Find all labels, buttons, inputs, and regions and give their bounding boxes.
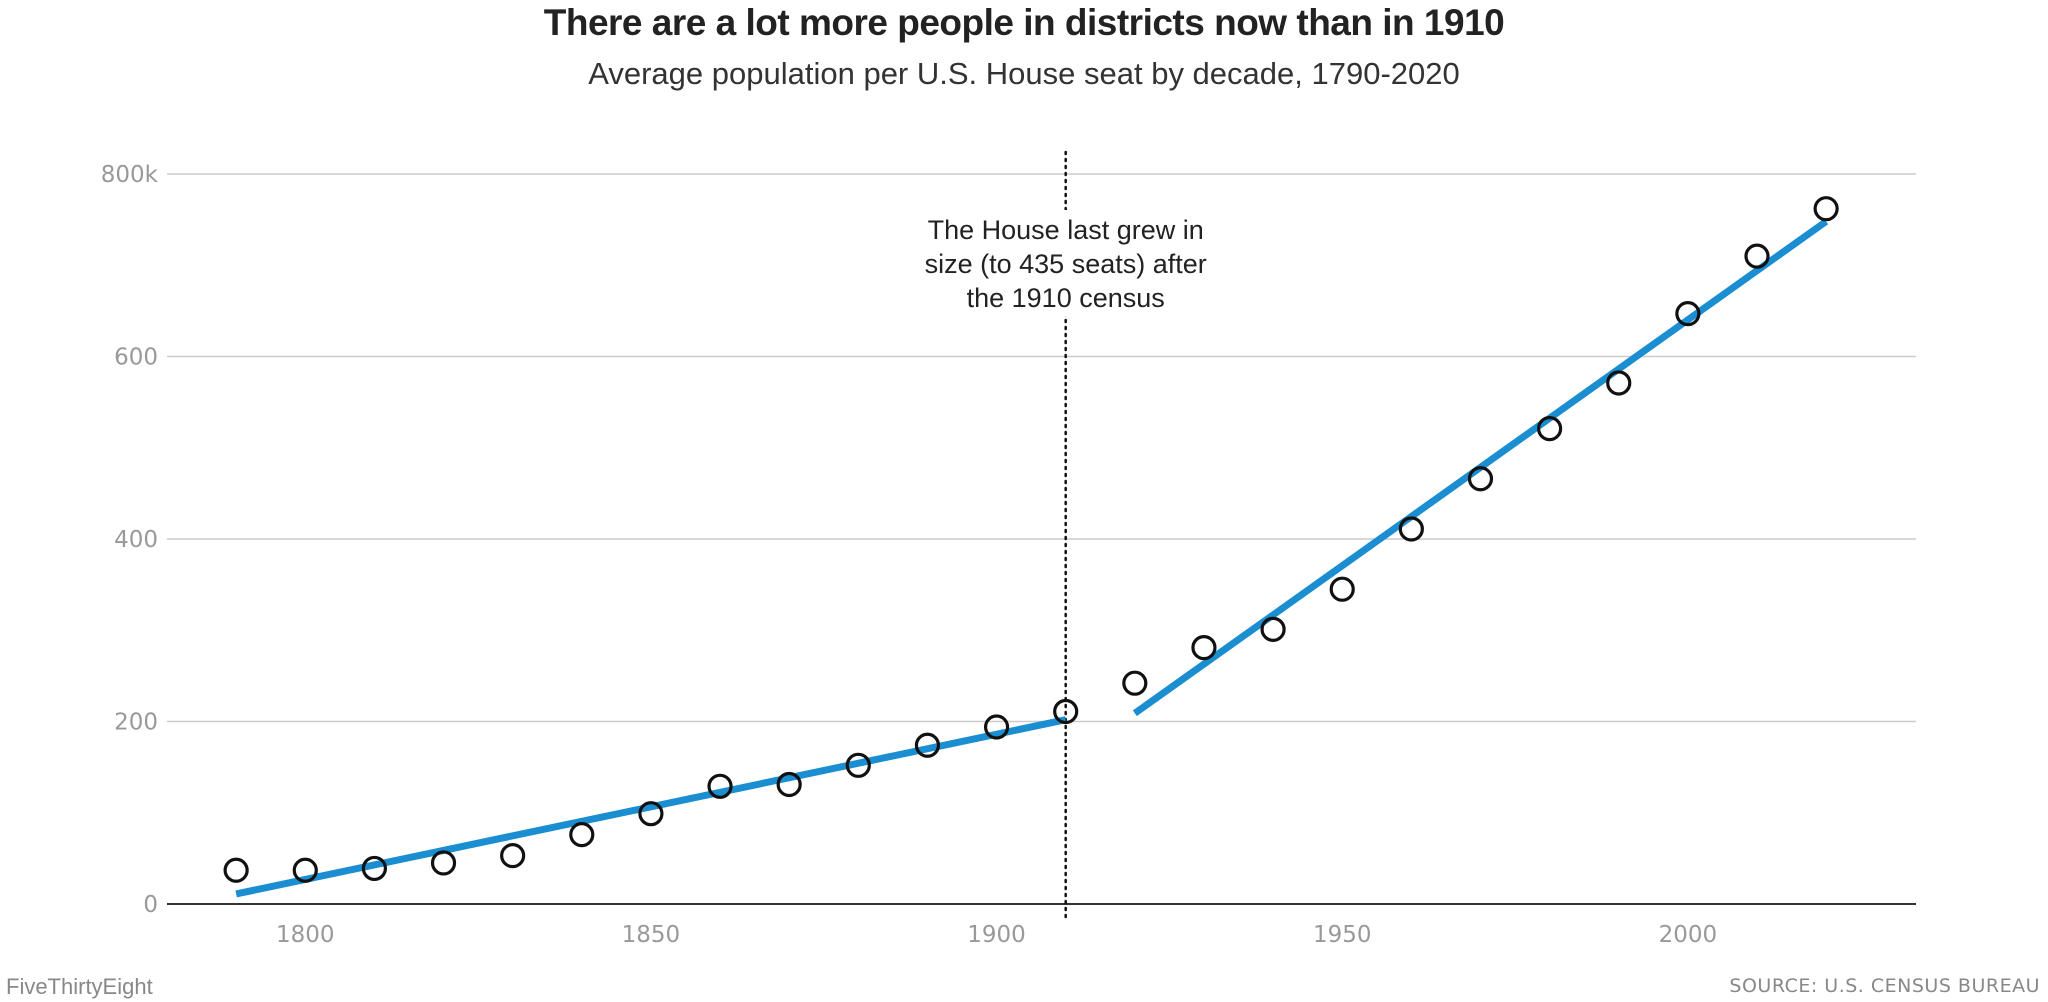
y-tick-label-800: 800k bbox=[101, 162, 159, 188]
brand-label: FiveThirtyEight bbox=[6, 974, 153, 999]
annotation-line-3: the 1910 census bbox=[967, 283, 1165, 313]
y-tick-label-400: 400 bbox=[114, 527, 158, 553]
data-point-1970 bbox=[1467, 466, 1494, 492]
data-point-1980 bbox=[1537, 415, 1563, 442]
data-points bbox=[223, 196, 1839, 883]
data-point-1850 bbox=[638, 801, 664, 827]
chart-subtitle: Average population per U.S. House seat b… bbox=[588, 56, 1460, 91]
data-point-1870 bbox=[776, 771, 802, 798]
x-axis-ticks: 1800 1850 1900 1950 2000 bbox=[276, 922, 1717, 948]
data-point-1860 bbox=[707, 773, 733, 799]
data-point-1940 bbox=[1260, 616, 1286, 642]
trend-line-1 bbox=[235, 716, 1067, 898]
data-point-1900 bbox=[983, 714, 1010, 740]
data-point-1920 bbox=[1122, 670, 1148, 696]
annotation-text: The House last grew in size (to 435 seats… bbox=[925, 215, 1207, 313]
data-point-1960 bbox=[1398, 516, 1424, 542]
data-point-1800 bbox=[292, 857, 318, 883]
data-point-1930 bbox=[1191, 634, 1217, 661]
data-point-2000 bbox=[1675, 301, 1701, 327]
data-point-1910 bbox=[1053, 698, 1079, 725]
x-tick-label-1950: 1950 bbox=[1313, 922, 1372, 948]
grid-lines bbox=[167, 173, 1916, 905]
data-point-1790 bbox=[223, 857, 249, 883]
x-tick-label-2000: 2000 bbox=[1659, 922, 1718, 948]
data-point-1830 bbox=[500, 843, 526, 869]
annotation-line-1: The House last grew in bbox=[928, 215, 1204, 245]
data-point-1990 bbox=[1606, 370, 1632, 396]
y-tick-label-200: 200 bbox=[114, 710, 158, 736]
annotation-background bbox=[905, 210, 1226, 316]
data-point-1820 bbox=[430, 850, 457, 876]
x-tick-label-1800: 1800 bbox=[276, 922, 335, 948]
data-point-1890 bbox=[914, 732, 941, 758]
data-point-1810 bbox=[361, 855, 387, 882]
data-point-1880 bbox=[845, 752, 871, 778]
chart-title: There are a lot more people in districts… bbox=[543, 2, 1505, 43]
source-label: SOURCE: U.S. CENSUS BUREAU bbox=[1729, 975, 2040, 997]
trend-lines bbox=[235, 218, 1829, 898]
data-point-2020 bbox=[1813, 196, 1839, 222]
x-tick-label-1900: 1900 bbox=[967, 922, 1026, 948]
y-axis-ticks: 0 200 400 600 800k bbox=[101, 162, 159, 918]
data-point-1950 bbox=[1329, 576, 1355, 602]
y-tick-label-600: 600 bbox=[114, 345, 158, 371]
y-tick-label-0: 0 bbox=[143, 892, 158, 918]
data-point-2010 bbox=[1744, 243, 1770, 269]
x-tick-label-1850: 1850 bbox=[622, 922, 681, 948]
data-point-1840 bbox=[569, 822, 595, 848]
annotation-line-2: size (to 435 seats) after bbox=[925, 249, 1207, 279]
